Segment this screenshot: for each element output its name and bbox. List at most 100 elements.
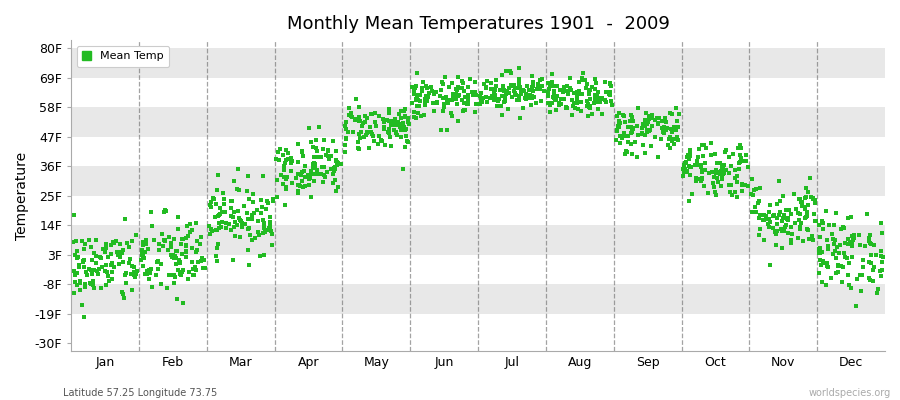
Point [695, 175, 709, 182]
Point [639, 110, 653, 117]
Point [245, 237, 259, 243]
Point [634, 125, 649, 132]
Point [698, 160, 713, 166]
Point [108, 237, 122, 244]
Point [237, 202, 251, 209]
Point [512, 84, 526, 90]
Point [441, 97, 455, 103]
Point [329, 158, 344, 165]
Point [480, 78, 494, 84]
Point [211, 240, 225, 247]
Point [351, 139, 365, 145]
Point [838, 254, 852, 260]
Point [407, 109, 421, 116]
Point [362, 144, 376, 151]
Point [590, 89, 605, 95]
Point [170, 266, 184, 273]
Point [410, 83, 424, 90]
Point [833, 242, 848, 248]
Point [185, 272, 200, 278]
Point [570, 100, 584, 106]
Point [564, 96, 579, 103]
Point [644, 112, 659, 118]
Bar [71, 255, 885, 284]
Point [635, 130, 650, 137]
Point [491, 97, 505, 104]
Point [86, 285, 101, 291]
Point [273, 157, 287, 163]
Point [251, 229, 266, 236]
Point [175, 251, 189, 257]
Point [224, 205, 238, 211]
Point [459, 101, 473, 107]
Point [709, 175, 724, 182]
Point [339, 119, 354, 126]
Point [752, 215, 767, 221]
Point [708, 169, 723, 175]
Point [302, 125, 316, 132]
Point [230, 165, 245, 172]
Point [190, 238, 204, 244]
Point [405, 100, 419, 106]
Point [722, 182, 736, 189]
Point [623, 118, 637, 124]
Point [352, 146, 366, 152]
Point [813, 246, 827, 253]
Point [588, 86, 602, 92]
Point [752, 226, 767, 232]
Point [391, 119, 405, 125]
Point [491, 98, 505, 104]
Point [731, 145, 745, 151]
Point [440, 96, 454, 103]
Point [777, 228, 791, 234]
Point [294, 177, 309, 184]
Point [214, 218, 229, 225]
Point [69, 281, 84, 288]
Point [231, 208, 246, 214]
Point [219, 220, 233, 226]
Point [407, 86, 421, 93]
Point [112, 254, 127, 260]
Point [154, 281, 168, 287]
Point [506, 81, 520, 88]
Point [233, 216, 248, 223]
Point [598, 99, 613, 105]
Point [541, 88, 555, 95]
Point [312, 124, 327, 130]
Point [524, 101, 538, 108]
Point [561, 90, 575, 97]
Point [612, 110, 626, 116]
Point [629, 154, 643, 161]
Point [245, 216, 259, 222]
Point [174, 241, 188, 247]
Point [592, 94, 607, 101]
Point [150, 266, 165, 272]
Point [790, 210, 805, 216]
Point [780, 215, 795, 221]
Point [251, 218, 266, 224]
Point [277, 166, 292, 173]
Point [412, 103, 427, 109]
Point [256, 172, 271, 179]
Point [438, 94, 453, 101]
Point [735, 188, 750, 194]
Point [625, 150, 639, 157]
Point [654, 136, 669, 143]
Point [186, 272, 201, 278]
Point [472, 93, 487, 99]
Point [157, 237, 171, 243]
Point [694, 164, 708, 170]
Point [123, 270, 138, 277]
Point [310, 167, 324, 173]
Point [798, 185, 813, 192]
Point [806, 196, 820, 202]
Point [303, 194, 318, 200]
Point [122, 260, 136, 266]
Point [637, 120, 652, 127]
Point [266, 196, 280, 202]
Point [590, 99, 604, 105]
Point [217, 201, 231, 207]
Point [873, 268, 887, 274]
Point [518, 94, 532, 101]
Point [320, 152, 335, 159]
